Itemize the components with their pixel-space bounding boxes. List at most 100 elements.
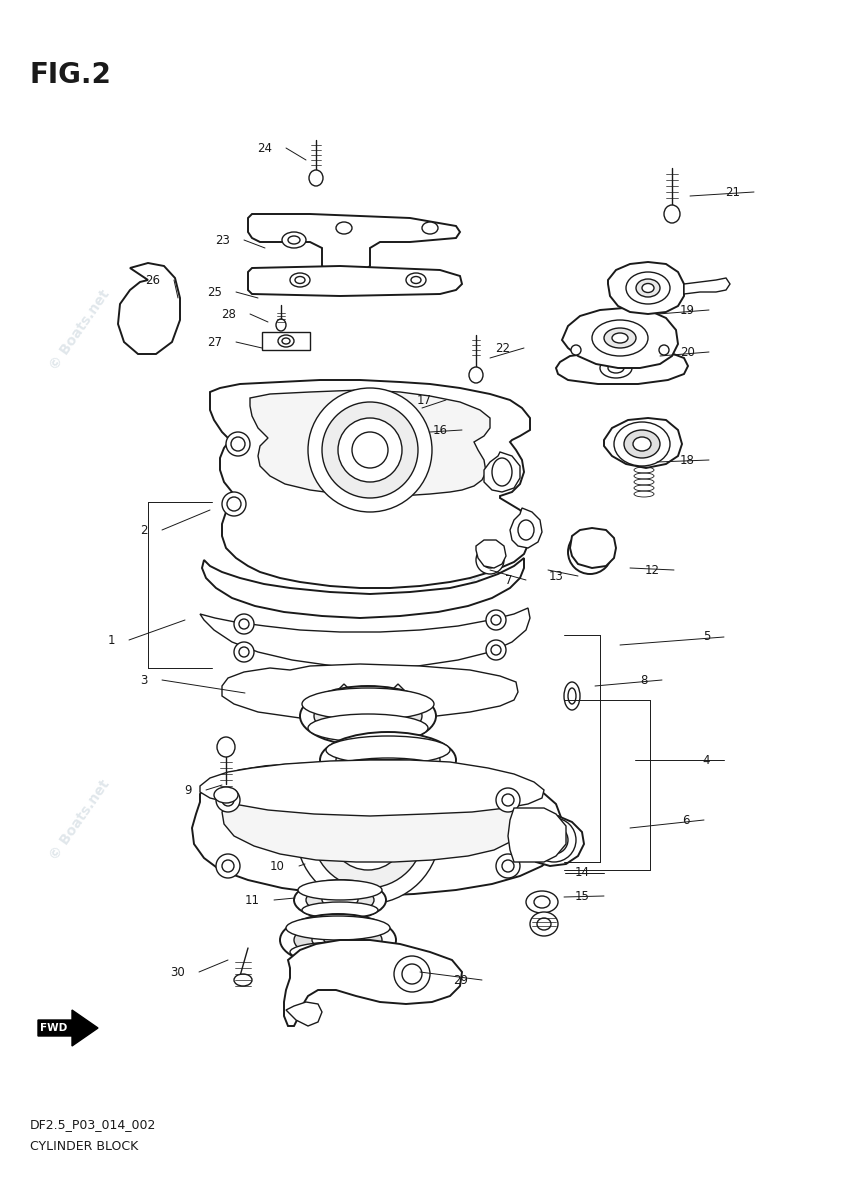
Ellipse shape [276, 319, 286, 331]
Polygon shape [118, 263, 180, 354]
Circle shape [496, 854, 520, 878]
Ellipse shape [492, 458, 512, 486]
Ellipse shape [278, 335, 294, 347]
Ellipse shape [614, 422, 670, 466]
Ellipse shape [406, 272, 426, 287]
Ellipse shape [302, 688, 434, 720]
Polygon shape [286, 1002, 322, 1026]
Polygon shape [262, 332, 310, 350]
Ellipse shape [314, 694, 422, 738]
Polygon shape [222, 664, 518, 720]
Text: FIG.2: FIG.2 [30, 61, 112, 89]
Circle shape [502, 794, 514, 806]
Text: 29: 29 [453, 973, 468, 986]
Ellipse shape [312, 930, 364, 950]
Polygon shape [200, 608, 530, 668]
Circle shape [312, 776, 424, 888]
Circle shape [502, 860, 514, 872]
Polygon shape [38, 1010, 98, 1046]
Ellipse shape [290, 272, 310, 287]
Text: 20: 20 [680, 346, 695, 359]
Text: 5: 5 [703, 630, 710, 643]
Text: DF2.5_P03_014_002: DF2.5_P03_014_002 [30, 1118, 156, 1130]
Circle shape [239, 647, 249, 658]
Circle shape [491, 614, 501, 625]
Ellipse shape [642, 283, 654, 293]
Polygon shape [210, 380, 530, 588]
Circle shape [308, 388, 432, 512]
Circle shape [231, 437, 245, 451]
Circle shape [486, 610, 506, 630]
Text: 27: 27 [207, 336, 222, 348]
Ellipse shape [282, 338, 290, 344]
Polygon shape [562, 308, 678, 368]
Ellipse shape [356, 748, 420, 772]
Ellipse shape [217, 737, 235, 757]
Ellipse shape [626, 272, 670, 304]
Text: 16: 16 [433, 424, 448, 437]
Ellipse shape [532, 818, 576, 862]
Ellipse shape [564, 682, 580, 710]
Ellipse shape [288, 236, 300, 244]
Ellipse shape [423, 410, 433, 422]
Ellipse shape [608, 362, 624, 373]
Text: © Boats.net: © Boats.net [47, 778, 113, 863]
Ellipse shape [425, 416, 439, 434]
Text: 21: 21 [725, 186, 740, 198]
Text: 14: 14 [575, 866, 590, 880]
Ellipse shape [537, 918, 551, 930]
Ellipse shape [336, 740, 440, 780]
Ellipse shape [534, 896, 550, 908]
Polygon shape [604, 418, 682, 468]
Text: 25: 25 [207, 286, 222, 299]
Polygon shape [200, 760, 544, 816]
Ellipse shape [624, 430, 660, 458]
Ellipse shape [306, 886, 374, 914]
Ellipse shape [308, 714, 428, 742]
Text: 28: 28 [221, 307, 236, 320]
Circle shape [322, 402, 418, 498]
Circle shape [227, 497, 241, 511]
Polygon shape [202, 558, 524, 618]
Ellipse shape [280, 914, 396, 966]
Ellipse shape [420, 436, 444, 446]
Ellipse shape [332, 702, 404, 730]
Ellipse shape [336, 222, 352, 234]
Polygon shape [608, 262, 684, 314]
Text: 12: 12 [645, 564, 660, 576]
Polygon shape [222, 784, 520, 862]
Ellipse shape [636, 278, 660, 296]
Circle shape [234, 614, 254, 634]
Circle shape [486, 640, 506, 660]
Circle shape [571, 346, 581, 355]
Circle shape [659, 346, 669, 355]
Ellipse shape [294, 880, 386, 920]
Text: 13: 13 [550, 570, 564, 582]
Circle shape [338, 418, 402, 482]
Text: 7: 7 [505, 574, 512, 587]
Polygon shape [336, 684, 352, 700]
Ellipse shape [286, 916, 390, 940]
Polygon shape [476, 540, 506, 568]
Text: 26: 26 [145, 274, 160, 287]
Text: 4: 4 [702, 754, 710, 767]
Ellipse shape [332, 758, 444, 782]
Circle shape [216, 788, 240, 812]
Circle shape [222, 860, 234, 872]
Ellipse shape [518, 520, 534, 540]
Ellipse shape [309, 170, 323, 186]
Circle shape [576, 538, 604, 566]
Polygon shape [508, 808, 566, 862]
Polygon shape [524, 816, 584, 866]
Polygon shape [192, 760, 562, 896]
Ellipse shape [476, 546, 504, 574]
Circle shape [226, 432, 250, 456]
Polygon shape [248, 266, 462, 296]
Ellipse shape [294, 922, 382, 958]
Text: 2: 2 [141, 523, 148, 536]
Text: 22: 22 [495, 342, 510, 354]
Ellipse shape [324, 935, 352, 946]
Circle shape [222, 794, 234, 806]
Ellipse shape [422, 222, 438, 234]
Text: FWD: FWD [40, 1022, 67, 1033]
